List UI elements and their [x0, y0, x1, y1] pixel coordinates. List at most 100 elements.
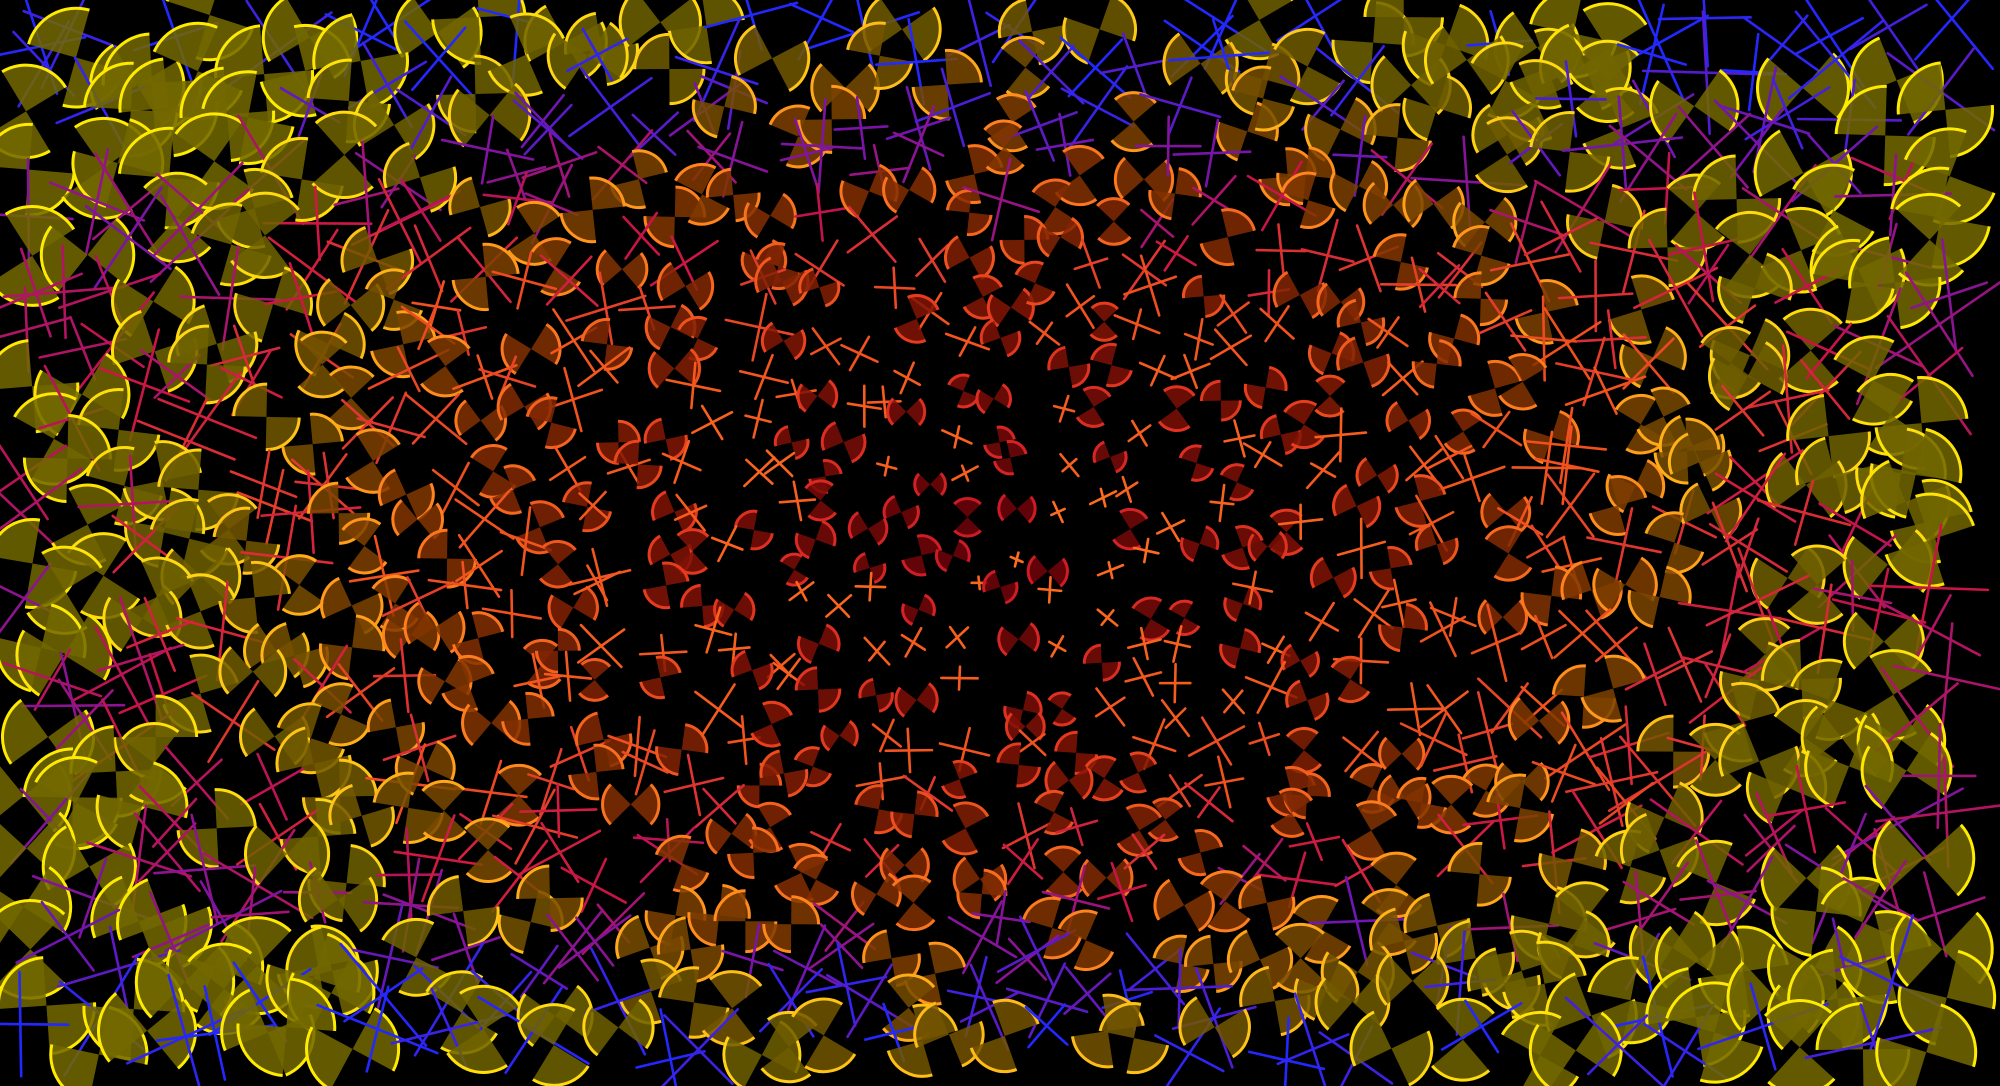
bowtie-arc — [457, 655, 495, 675]
motif — [642, 561, 690, 610]
bowtie-wedge — [957, 892, 982, 918]
bowtie-arc — [917, 397, 927, 427]
bowtie-arc — [426, 334, 471, 350]
bowtie-arc — [1884, 553, 1945, 588]
bowtie-arc — [727, 853, 755, 879]
cross-stroke — [262, 221, 373, 225]
bowtie-arc — [807, 511, 837, 522]
bowtie-wedge — [1006, 67, 1050, 98]
motif — [875, 455, 898, 477]
motif — [1209, 483, 1235, 523]
bowtie-wedge — [1010, 288, 1034, 321]
bowtie-arc — [1221, 400, 1242, 422]
motif — [316, 985, 439, 1073]
bowtie-wedge — [953, 802, 988, 829]
bowtie-wedge — [1126, 805, 1161, 831]
bowtie-arc — [1804, 750, 1834, 809]
bowtie-arc — [1833, 335, 1895, 361]
bowtie-arc — [1153, 878, 1171, 921]
motif — [1115, 475, 1139, 503]
motif — [1447, 841, 1512, 907]
bowtie-wedge — [1479, 298, 1507, 325]
motif — [1276, 992, 1350, 1086]
motif — [229, 449, 298, 520]
bowtie-wedge — [1305, 929, 1350, 963]
cross-stroke — [1200, 716, 1233, 766]
cross-stroke — [1617, 95, 1628, 193]
motif — [1231, 570, 1274, 605]
motif — [1125, 948, 1234, 1028]
motif — [1368, 546, 1413, 591]
bowtie-arc — [1336, 298, 1357, 328]
motif — [1283, 399, 1325, 450]
bowtie-arc — [674, 162, 717, 182]
bowtie-arc — [1254, 106, 1295, 132]
bowtie-arc — [1479, 299, 1509, 327]
motif — [1172, 118, 1252, 188]
bowtie-arc — [1860, 745, 1884, 810]
bowtie-wedge — [1620, 344, 1654, 387]
bowtie-wedge — [1098, 221, 1131, 245]
motif — [808, 922, 875, 970]
bowtie-arc — [174, 112, 243, 135]
cross-stroke — [881, 385, 887, 419]
bowtie-arc — [1529, 111, 1575, 148]
bowtie-arc — [1840, 968, 1898, 1005]
bowtie-arc — [1896, 61, 1941, 115]
bowtie-arc — [1062, 144, 1105, 160]
bowtie-arc — [525, 396, 558, 418]
cross-stroke — [1643, 642, 1667, 707]
motif — [1001, 90, 1078, 162]
bowtie-arc — [1274, 922, 1325, 937]
bowtie-arc — [922, 6, 942, 62]
cross-stroke — [1641, 69, 1771, 76]
bowtie-arc — [1239, 965, 1270, 1008]
bowtie-arc — [956, 891, 981, 920]
bowtie-wedge — [1245, 383, 1266, 408]
bowtie-arc — [762, 700, 793, 716]
bowtie-arc — [979, 318, 995, 346]
bowtie-wedge — [261, 138, 309, 180]
bowtie-arc — [311, 682, 354, 703]
bowtie-arc — [514, 536, 551, 555]
bowtie-wedge — [761, 1047, 811, 1082]
bowtie-wedge — [1876, 1037, 1927, 1086]
bowtie-arc — [420, 382, 464, 398]
cross-stroke — [1367, 317, 1409, 348]
motif — [232, 382, 301, 452]
motif — [1246, 160, 1318, 232]
bowtie-wedge — [1783, 309, 1842, 351]
bowtie-arc — [1355, 457, 1368, 487]
cross-stroke — [530, 163, 574, 245]
bowtie-arc — [793, 746, 821, 761]
bowtie-wedge — [928, 943, 965, 974]
motif — [609, 149, 668, 210]
bowtie-arc — [557, 627, 581, 651]
motif — [734, 24, 811, 92]
cross-stroke — [1511, 466, 1583, 470]
cross-stroke — [1259, 307, 1295, 340]
bowtie-wedge — [348, 545, 387, 573]
bowtie-arc — [916, 534, 943, 552]
bowtie-arc — [722, 1036, 743, 1086]
bowtie-wedge — [188, 944, 252, 989]
bowtie-wedge — [124, 480, 171, 520]
bowtie-arc — [1929, 732, 1953, 796]
cross-stroke — [454, 786, 528, 799]
bowtie-arc — [913, 1001, 937, 1049]
cross-stroke — [1622, 337, 1675, 390]
bowtie-wedge — [1159, 408, 1190, 431]
bowtie-arc — [1190, 467, 1215, 482]
bowtie-wedge — [251, 562, 290, 598]
motif — [900, 626, 927, 658]
motif — [560, 857, 628, 913]
bowtie-wedge — [239, 193, 299, 236]
bowtie-wedge — [669, 25, 712, 63]
bowtie-arc — [941, 785, 967, 800]
cross-stroke — [673, 439, 691, 484]
motif — [230, 191, 300, 279]
bowtie-arc — [1337, 690, 1371, 704]
bowtie-arc — [307, 481, 339, 514]
bowtie-wedge — [300, 332, 347, 365]
cross-stroke — [1598, 781, 1655, 825]
